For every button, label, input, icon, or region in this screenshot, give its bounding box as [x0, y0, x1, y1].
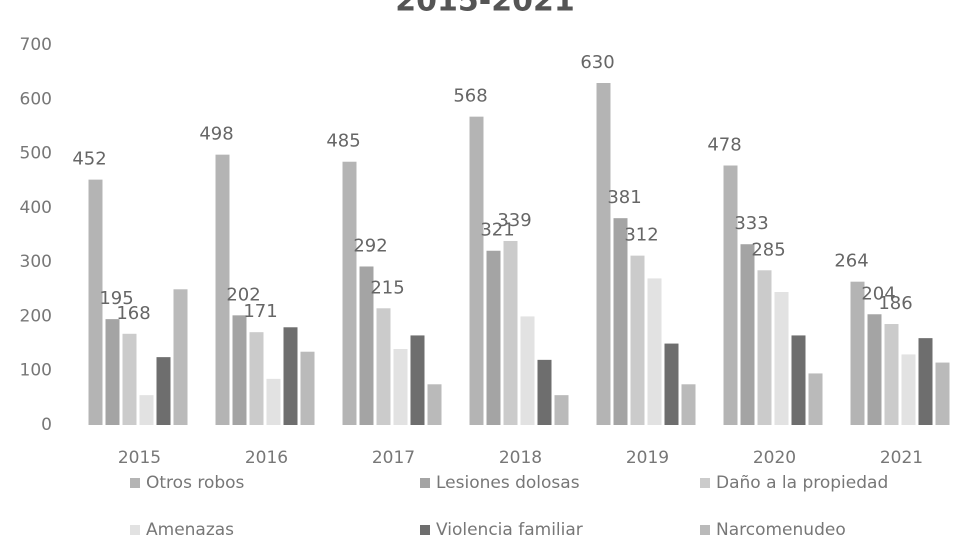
bar: [428, 384, 442, 425]
bar: [487, 251, 501, 425]
data-label: 339: [497, 210, 531, 231]
bar: [792, 335, 806, 425]
legend-swatch: [130, 478, 140, 488]
bar: [936, 363, 950, 425]
data-label: 285: [751, 239, 785, 260]
data-label: 333: [734, 213, 768, 234]
bar: [267, 379, 281, 425]
bar: [250, 332, 264, 425]
x-tick-label: 2017: [372, 448, 415, 468]
legend-swatch: [130, 525, 140, 535]
bar: [665, 344, 679, 425]
bar: [809, 373, 823, 425]
y-tick-label: 0: [41, 415, 52, 435]
bar: [343, 162, 357, 425]
data-label: 630: [580, 52, 614, 73]
data-label: 215: [370, 277, 404, 298]
chart: 2015-2021 0 100 200 300 400 500 600 700 2015 452 1…: [0, 0, 970, 543]
bar: [775, 292, 789, 425]
bar: [140, 395, 154, 425]
bar: [521, 316, 535, 425]
data-label: 498: [199, 124, 233, 145]
y-tick-label: 400: [20, 198, 52, 218]
legend-label: Narcomenudeo: [716, 520, 846, 540]
bar: [106, 319, 120, 425]
legend-label: Violencia familiar: [436, 520, 583, 540]
bar: [597, 83, 611, 425]
bar: [902, 354, 916, 425]
bar: [411, 335, 425, 425]
bar: [174, 289, 188, 425]
bar: [123, 334, 137, 425]
x-tick-label: 2021: [880, 448, 923, 468]
data-label: 171: [243, 301, 277, 322]
data-label: 186: [878, 293, 912, 314]
data-label: 381: [607, 187, 641, 208]
y-tick-label: 200: [20, 306, 52, 326]
bar: [614, 218, 628, 425]
bar: [868, 314, 882, 425]
bar: [682, 384, 696, 425]
data-label: 485: [326, 131, 360, 152]
y-tick-label: 500: [20, 144, 52, 164]
bar: [724, 166, 738, 425]
bar: [741, 244, 755, 425]
y-tick-label: 700: [20, 35, 52, 55]
bar: [301, 352, 315, 425]
legend-label: Otros robos: [146, 473, 245, 493]
legend-swatch: [420, 525, 430, 535]
legend-label: Daño a la propiedad: [716, 473, 888, 493]
bar: [648, 278, 662, 425]
data-label: 478: [707, 135, 741, 156]
x-tick-label: 2020: [753, 448, 796, 468]
bar: [233, 315, 247, 425]
bar: [504, 241, 518, 425]
bar: [758, 270, 772, 425]
data-label: 568: [453, 86, 487, 107]
x-tick-label: 2018: [499, 448, 542, 468]
legend-swatch: [700, 478, 710, 488]
data-label: 264: [834, 251, 868, 272]
data-label: 168: [116, 303, 150, 324]
legend-swatch: [700, 525, 710, 535]
legend-label: Lesiones dolosas: [436, 473, 580, 493]
bar: [555, 395, 569, 425]
bar: [157, 357, 171, 425]
chart-title: 2015-2021: [395, 0, 574, 19]
bar: [919, 338, 933, 425]
legend-label: Amenazas: [146, 520, 234, 540]
data-label: 452: [72, 149, 106, 170]
y-tick-label: 300: [20, 252, 52, 272]
bar: [394, 349, 408, 425]
bar: [284, 327, 298, 425]
x-tick-label: 2016: [245, 448, 288, 468]
data-label: 312: [624, 225, 658, 246]
bar: [470, 117, 484, 425]
bar: [885, 324, 899, 425]
x-tick-label: 2019: [626, 448, 669, 468]
x-tick-label: 2015: [118, 448, 161, 468]
data-label: 292: [353, 235, 387, 256]
y-tick-label: 100: [20, 361, 52, 381]
bar: [631, 256, 645, 425]
bar: [538, 360, 552, 425]
legend-swatch: [420, 478, 430, 488]
bar: [377, 308, 391, 425]
y-tick-label: 600: [20, 89, 52, 109]
